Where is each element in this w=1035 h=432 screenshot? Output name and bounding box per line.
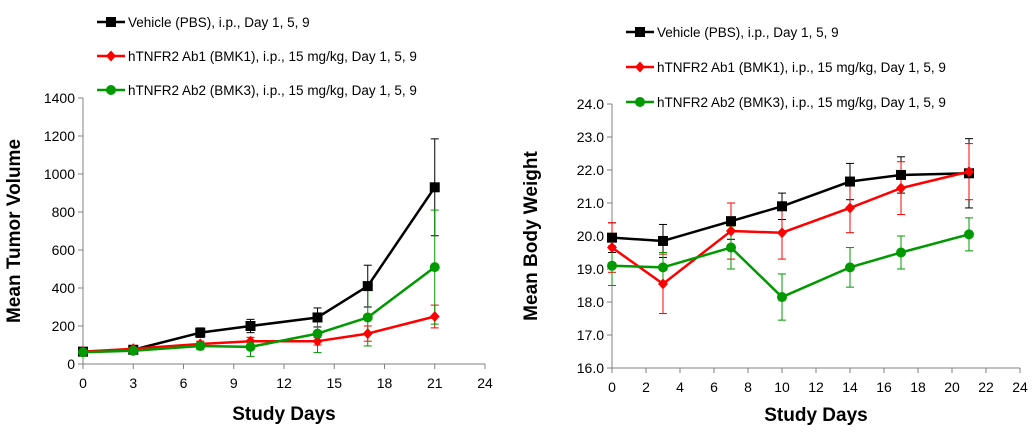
tumor-volume-chart: 0 200 400 600 800 1000 1200 1400 0 3 6 9 12 15 18 21 24 S… (4, 15, 493, 425)
y-axis-title: Mean Tumor Volume (4, 139, 25, 323)
data-point (607, 242, 617, 254)
data-point (896, 169, 906, 180)
y-tick-label: 22.0 (577, 162, 604, 178)
x-axis-title: Study Days (764, 405, 867, 426)
data-point (128, 345, 139, 356)
legend-label: hTNFR2 Ab1 (BMK1), i.p., 15 mg/kg, Day 1… (657, 60, 946, 75)
y-tick-label: 800 (52, 204, 76, 220)
x-tick-label: 21 (427, 375, 443, 391)
legend-label: Vehicle (PBS), i.p., Day 1, 5, 9 (128, 15, 310, 30)
legend: Vehicle (PBS), i.p., Day 1, 5, 9 hTNFR2 A… (97, 15, 417, 98)
data-point (607, 232, 617, 243)
x-axis-title: Study Days (232, 404, 335, 425)
data-point (845, 202, 855, 214)
legend-label: Vehicle (PBS), i.p., Day 1, 5, 9 (657, 25, 839, 40)
x-tick-label: 8 (744, 379, 752, 395)
y-tick-label: 16.0 (577, 360, 604, 376)
x-tick-label: 4 (676, 379, 684, 395)
x-tick-label: 15 (326, 375, 342, 391)
data-point (658, 235, 668, 246)
y-tick-label: 24.0 (577, 96, 604, 112)
series-line (82, 186, 436, 353)
x-tick-label: 3 (129, 375, 137, 391)
legend-marker (635, 27, 645, 37)
data-point (726, 216, 736, 227)
legend-marker (635, 61, 645, 73)
series-line (82, 266, 436, 354)
y-tick-label: 400 (52, 280, 76, 296)
data-point (195, 340, 206, 351)
legend-label: hTNFR2 Ab2 (BMK3), i.p., 15 mg/kg, Day 1… (128, 83, 417, 98)
data-point (777, 201, 787, 212)
y-tick-label: 18.0 (577, 294, 604, 310)
legend-marker (106, 50, 116, 62)
body-weight-chart: 16.017.018.019.020.021.022.023.024.00 2 4 6… (521, 25, 1028, 426)
data-point (429, 182, 440, 193)
data-point (896, 182, 906, 194)
data-point (312, 328, 323, 339)
y-axis-title: Mean Body Weight (521, 151, 542, 321)
y-tick-label: 0 (67, 356, 75, 372)
x-tick-label: 6 (710, 379, 718, 395)
x-tick-label: 22 (978, 379, 994, 395)
data-point (658, 262, 668, 273)
legend-marker (106, 85, 116, 95)
data-point (312, 312, 323, 323)
data-point (312, 335, 323, 347)
x-tick-label: 20 (944, 379, 960, 395)
y-tick-label: 21.0 (577, 195, 604, 211)
y-tick-label: 1400 (44, 90, 75, 106)
y-tick-label: 17.0 (577, 327, 604, 343)
legend-label: hTNFR2 Ab1 (BMK1), i.p., 15 mg/kg, Day 1… (128, 49, 417, 64)
legend-marker (106, 17, 116, 27)
y-tick-label: 200 (52, 318, 76, 334)
data-point (896, 247, 906, 258)
legend: Vehicle (PBS), i.p., Day 1, 5, 9 hTNFR2 A… (626, 25, 946, 110)
data-point (78, 347, 88, 358)
data-point (964, 229, 974, 240)
data-point (429, 262, 440, 273)
y-tick-label: 19.0 (577, 261, 604, 277)
x-tick-label: 24 (477, 375, 493, 391)
x-tick-label: 12 (276, 375, 292, 391)
x-tick-label: 0 (79, 375, 87, 391)
x-tick-label: 16 (876, 379, 892, 395)
x-tick-label: 6 (180, 375, 188, 391)
x-tick-label: 18 (910, 379, 926, 395)
data-point (658, 278, 668, 290)
data-point (362, 281, 373, 292)
x-tick-label: 12 (808, 379, 824, 395)
data-point (845, 176, 855, 187)
x-tick-label: 10 (774, 379, 790, 395)
legend-label: hTNFR2 Ab2 (BMK3), i.p., 15 mg/kg, Day 1… (657, 95, 946, 110)
data-point (195, 327, 206, 338)
data-point (607, 260, 617, 271)
data-point (362, 328, 373, 340)
data-point (429, 311, 440, 322)
data-point (845, 262, 855, 273)
x-tick-label: 9 (230, 375, 238, 391)
data-point (777, 292, 787, 303)
x-tick-label: 24 (1012, 379, 1028, 395)
y-tick-label: 20.0 (577, 228, 604, 244)
data-point (726, 225, 736, 237)
legend-marker (635, 97, 645, 107)
x-tick-label: 14 (842, 379, 858, 395)
data-point (245, 341, 256, 352)
x-tick-label: 18 (377, 375, 393, 391)
y-tick-label: 1000 (44, 166, 75, 182)
y-tick-label: 1200 (44, 128, 75, 144)
data-point (777, 227, 787, 239)
data-point (245, 321, 256, 331)
x-tick-label: 0 (608, 379, 616, 395)
y-tick-label: 600 (52, 242, 76, 258)
data-point (726, 242, 736, 253)
x-tick-label: 2 (642, 379, 650, 395)
data-point (362, 312, 373, 323)
data-point (964, 166, 974, 178)
y-tick-label: 23.0 (577, 129, 604, 145)
